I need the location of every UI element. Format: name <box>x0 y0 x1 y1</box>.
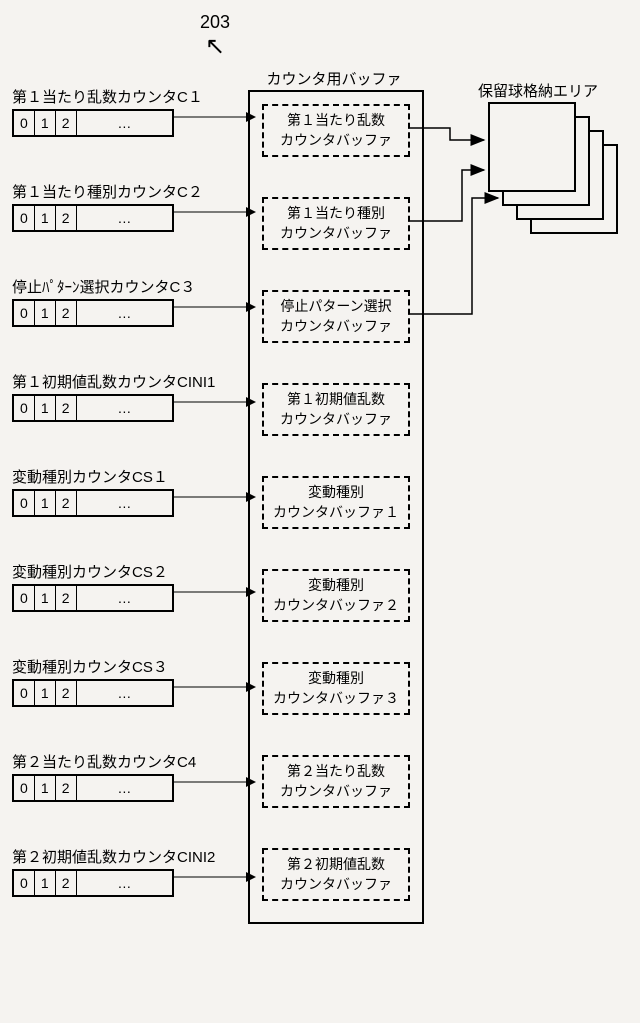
counter-cell: 1 <box>35 776 56 800</box>
counter-title: 変動種別カウンタCS３ <box>12 656 174 677</box>
counter-cell: 1 <box>35 681 56 705</box>
counter-cell: 0 <box>14 396 35 420</box>
buffer-box: 停止パターン選択カウンタバッファ <box>262 290 410 343</box>
counter-block: 第１当たり種別カウンタC２012… <box>12 181 203 232</box>
counter-block: 第２初期値乱数カウンタCINI2012… <box>12 846 215 897</box>
counter-cell: 1 <box>35 301 56 325</box>
counter-cell: 1 <box>35 396 56 420</box>
counter-cells: 012… <box>12 869 174 897</box>
counter-block: 停止ﾊﾟﾀｰﾝ選択カウンタC３012… <box>12 276 195 327</box>
counter-cell: … <box>77 491 172 515</box>
counter-cells: 012… <box>12 774 174 802</box>
counter-cell: 0 <box>14 586 35 610</box>
counter-cell: 1 <box>35 206 56 230</box>
counter-cell: 0 <box>14 871 35 895</box>
counter-cell: 0 <box>14 776 35 800</box>
counter-title: 第１当たり種別カウンタC２ <box>12 181 203 202</box>
counter-cell: 1 <box>35 111 56 135</box>
counter-to-buffer-arrow <box>172 876 256 878</box>
storage-area-title: 保留球格納エリア <box>478 80 598 101</box>
counter-cells: 012… <box>12 299 174 327</box>
counter-cell: 2 <box>56 681 77 705</box>
counter-cell: 1 <box>35 871 56 895</box>
counter-cells: 012… <box>12 109 174 137</box>
buffer-box: 第２当たり乱数カウンタバッファ <box>262 755 410 808</box>
counter-cell: 0 <box>14 301 35 325</box>
counter-cell: 2 <box>56 111 77 135</box>
counter-cell: 0 <box>14 491 35 515</box>
counter-cell: … <box>77 681 172 705</box>
counter-to-buffer-arrow <box>172 211 256 213</box>
buffer-box: 変動種別カウンタバッファ３ <box>262 662 410 715</box>
counter-block: 変動種別カウンタCS１012… <box>12 466 174 517</box>
counter-cell: … <box>77 301 172 325</box>
counter-block: 第１初期値乱数カウンタCINI1012… <box>12 371 215 422</box>
buffer-box: 第１当たり種別カウンタバッファ <box>262 197 410 250</box>
counter-to-buffer-arrow <box>172 591 256 593</box>
counter-cell: … <box>77 776 172 800</box>
counter-cell: 0 <box>14 206 35 230</box>
figure-pointer-icon: ↖ <box>205 32 225 61</box>
counter-title: 変動種別カウンタCS１ <box>12 466 174 487</box>
counter-cell: 2 <box>56 491 77 515</box>
counter-title: 変動種別カウンタCS２ <box>12 561 174 582</box>
counter-cells: 012… <box>12 584 174 612</box>
counter-cell: 0 <box>14 111 35 135</box>
counter-to-buffer-arrow <box>172 306 256 308</box>
buffer-box: 変動種別カウンタバッファ１ <box>262 476 410 529</box>
counter-cell: 2 <box>56 586 77 610</box>
buffer-box: 第１当たり乱数カウンタバッファ <box>262 104 410 157</box>
counter-title: 第２当たり乱数カウンタC4 <box>12 751 196 772</box>
counter-to-buffer-arrow <box>172 401 256 403</box>
counter-block: 第２当たり乱数カウンタC4012… <box>12 751 196 802</box>
counter-to-buffer-arrow <box>172 116 256 118</box>
counter-cell: 2 <box>56 396 77 420</box>
counter-title: 第１初期値乱数カウンタCINI1 <box>12 371 215 392</box>
counter-cell: … <box>77 871 172 895</box>
counter-cell: 1 <box>35 586 56 610</box>
counter-cell: 1 <box>35 491 56 515</box>
counter-cell: … <box>77 206 172 230</box>
counter-title: 第１当たり乱数カウンタC１ <box>12 86 203 107</box>
counter-block: 変動種別カウンタCS２012… <box>12 561 174 612</box>
counter-cells: 012… <box>12 204 174 232</box>
counter-cell: 2 <box>56 776 77 800</box>
counter-cell: 0 <box>14 681 35 705</box>
counter-cells: 012… <box>12 394 174 422</box>
figure-number: 203 <box>200 12 230 33</box>
buffer-box: 第１初期値乱数カウンタバッファ <box>262 383 410 436</box>
counter-cell: … <box>77 586 172 610</box>
counter-cell: 2 <box>56 871 77 895</box>
counter-to-buffer-arrow <box>172 781 256 783</box>
buffer-box: 第２初期値乱数カウンタバッファ <box>262 848 410 901</box>
buffer-box: 変動種別カウンタバッファ２ <box>262 569 410 622</box>
counter-to-buffer-arrow <box>172 686 256 688</box>
counter-cells: 012… <box>12 489 174 517</box>
buffer-container-title: カウンタ用バッファ <box>266 68 401 89</box>
counter-block: 変動種別カウンタCS３012… <box>12 656 174 707</box>
counter-title: 停止ﾊﾟﾀｰﾝ選択カウンタC３ <box>12 276 195 297</box>
counter-cell: 2 <box>56 206 77 230</box>
counter-cell: 2 <box>56 301 77 325</box>
counter-cell: … <box>77 111 172 135</box>
counter-cells: 012… <box>12 679 174 707</box>
storage-rect-1 <box>488 102 576 192</box>
counter-to-buffer-arrow <box>172 496 256 498</box>
counter-block: 第１当たり乱数カウンタC１012… <box>12 86 203 137</box>
counter-cell: … <box>77 396 172 420</box>
counter-title: 第２初期値乱数カウンタCINI2 <box>12 846 215 867</box>
